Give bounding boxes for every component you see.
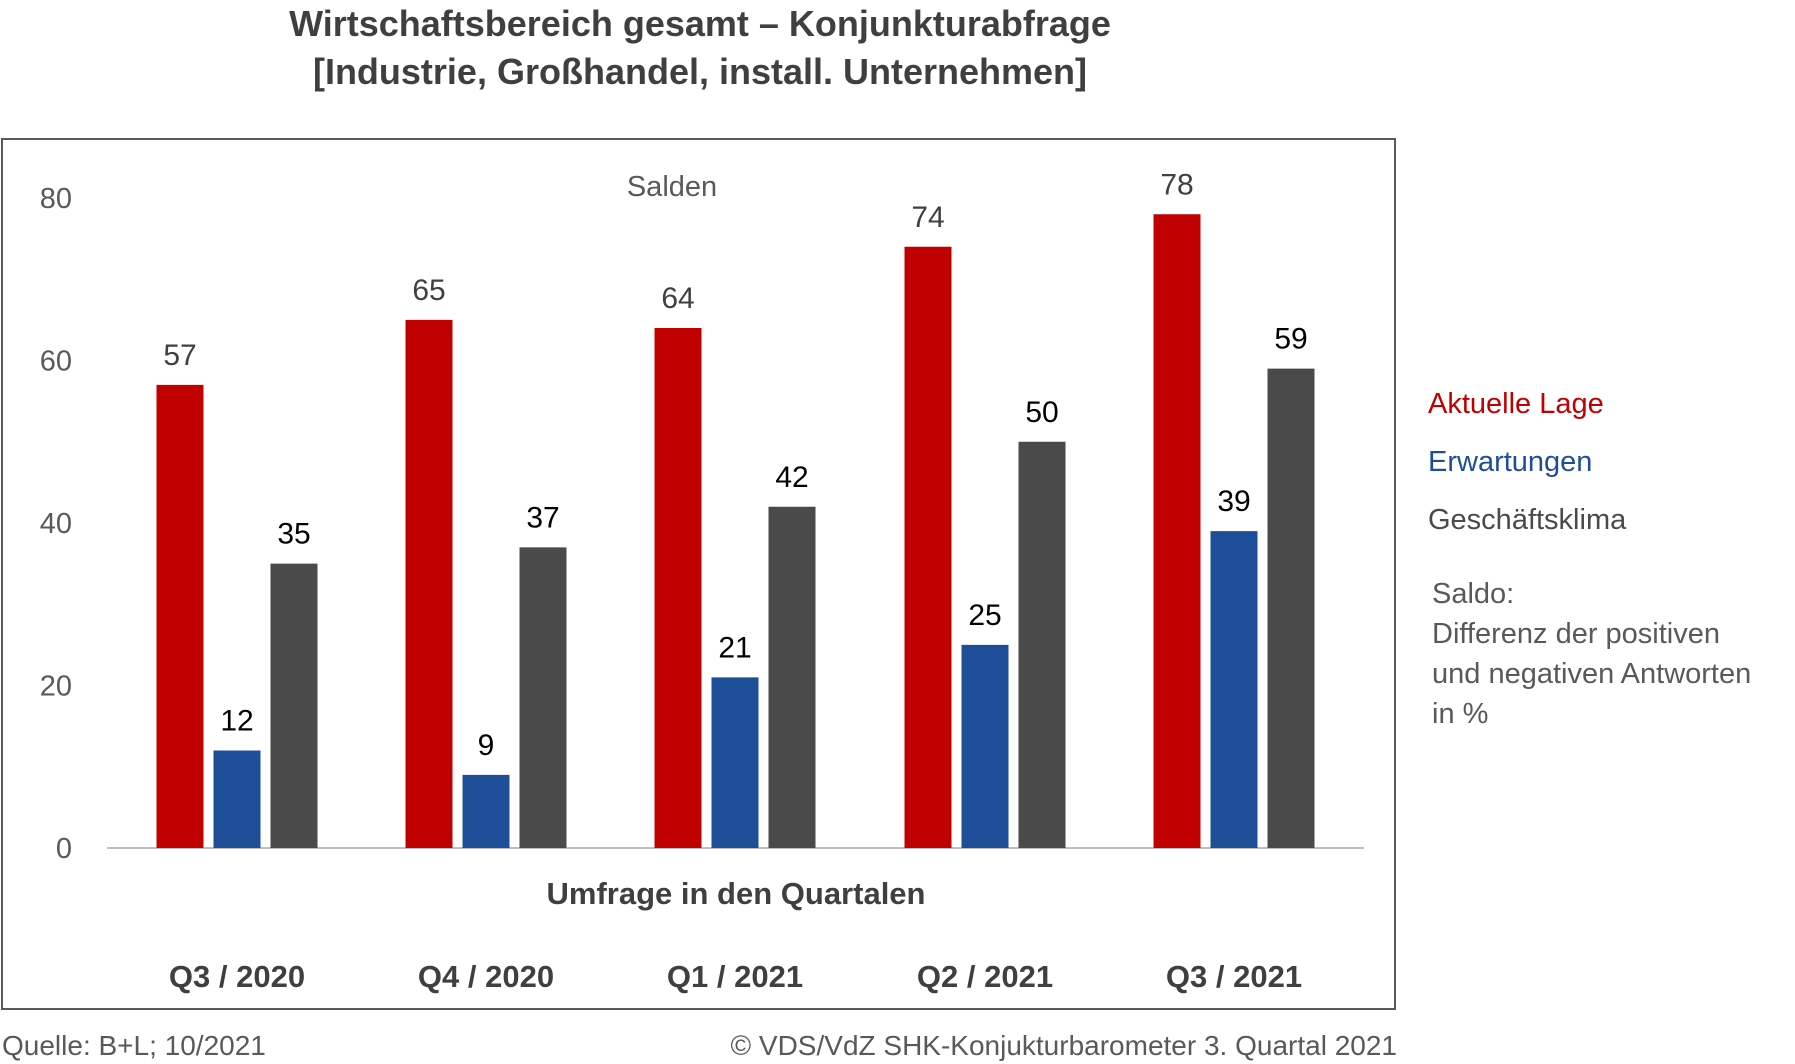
title-line-1: Wirtschaftsbereich gesamt – Konjunkturab… (289, 3, 1111, 44)
bar-aktuelle-lage-4 (904, 246, 952, 848)
legend-item-aktuelle-lage: Aktuelle Lage (1428, 388, 1604, 420)
note-line-4: in % (1432, 698, 1489, 730)
legend-item-erwartungen: Erwartungen (1428, 446, 1593, 478)
chart-subtitle: Salden (627, 171, 717, 203)
chart-frame (1, 138, 1396, 1010)
bar-aktuelle-lage-5 (1153, 214, 1201, 848)
title-line-2: [Industrie, Großhandel, install. Unterne… (312, 51, 1088, 92)
note-line-2: Differenz der positiven (1432, 618, 1721, 650)
data-label: 50 (1025, 396, 1058, 429)
bar-gesch-ftsklima-5 (1267, 368, 1315, 848)
y-tick-label: 20 (40, 671, 72, 703)
data-label: 65 (412, 274, 445, 307)
x-category-label: Q3 / 2021 (1166, 959, 1302, 994)
bar-gesch-ftsklima-1 (270, 563, 318, 848)
x-category-label: Q1 / 2021 (667, 959, 803, 994)
x-category-label: Q2 / 2021 (917, 959, 1053, 994)
data-label: 25 (968, 599, 1001, 632)
copyright-note: © VDS/VdZ SHK-Konjukturbarometer 3. Quar… (730, 1030, 1398, 1061)
x-axis-title: Umfrage in den Quartalen (547, 876, 926, 911)
bar-aktuelle-lage-1 (156, 384, 204, 848)
data-label: 78 (1160, 168, 1193, 201)
x-category-label: Q3 / 2020 (169, 959, 305, 994)
bar-chart: Salden 0 20 40 60 80 57 12 35 Q3 / 2020 65 9 37 Q4 / … (40, 168, 1364, 994)
y-tick-label: 0 (56, 833, 72, 865)
data-label: 59 (1274, 323, 1307, 356)
bar-gesch-ftsklima-3 (768, 506, 816, 848)
data-label: 21 (718, 631, 751, 664)
bar-aktuelle-lage-3 (654, 328, 702, 848)
bar-erwartungen-1 (213, 750, 261, 848)
y-tick-label: 80 (40, 183, 72, 215)
data-label: 74 (911, 201, 944, 234)
x-category-label: Q4 / 2020 (418, 959, 554, 994)
bar-gesch-ftsklima-2 (519, 547, 567, 848)
bar-erwartungen-5 (1210, 531, 1258, 848)
data-label: 39 (1217, 485, 1250, 518)
note-line-1: Saldo: (1432, 578, 1515, 610)
y-tick-label: 40 (40, 508, 72, 540)
bar-erwartungen-4 (961, 644, 1009, 848)
data-label: 57 (163, 339, 196, 372)
data-label: 42 (775, 461, 808, 494)
bar-erwartungen-3 (711, 677, 759, 848)
bar-erwartungen-2 (462, 774, 510, 848)
bar-gesch-ftsklima-4 (1018, 441, 1066, 848)
data-label: 64 (661, 282, 694, 315)
data-label: 37 (526, 501, 559, 534)
legend-item-geschaeftsklima: Geschäftsklima (1428, 504, 1627, 536)
bar-aktuelle-lage-2 (405, 319, 453, 848)
source-note: Quelle: B+L; 10/2021 (2, 1030, 266, 1061)
data-label: 12 (220, 705, 253, 738)
data-label: 35 (277, 518, 310, 551)
saldo-note: Saldo: Differenz der positiven und negat… (1432, 574, 1751, 734)
legend: Aktuelle Lage Erwartungen Geschäftsklima (1428, 375, 1626, 549)
data-label: 9 (478, 729, 495, 762)
chart-title: Wirtschaftsbereich gesamt – Konjunkturab… (0, 0, 1400, 96)
y-tick-label: 60 (40, 346, 72, 378)
note-line-3: und negativen Antworten (1432, 658, 1752, 690)
